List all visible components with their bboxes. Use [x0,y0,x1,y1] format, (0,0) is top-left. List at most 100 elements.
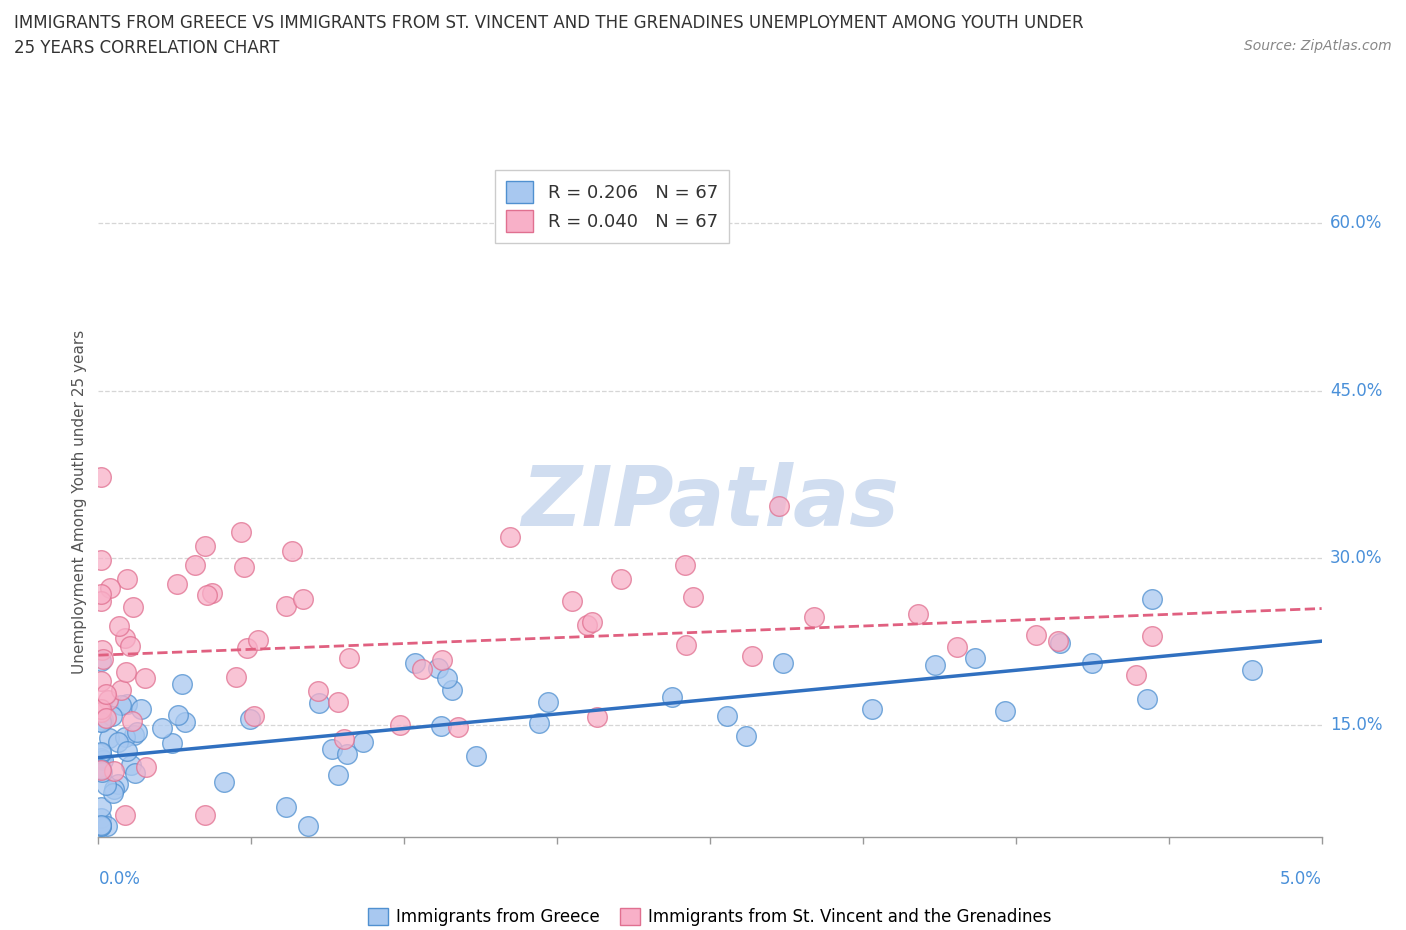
Point [94,687,117,702]
Point [537,695,560,710]
Point [101,786,124,801]
Point [1125,667,1147,682]
Point [529,716,551,731]
Point [768,499,790,514]
Point [212,775,235,790]
Text: IMMIGRANTS FROM GREECE VS IMMIGRANTS FROM ST. VINCENT AND THE GRENADINES UNEMPLO: IMMIGRANTS FROM GREECE VS IMMIGRANTS FRO… [14,14,1084,32]
Point [110,683,132,698]
Point [101,709,124,724]
Point [411,662,433,677]
Point [90,751,112,765]
Point [352,734,374,749]
Point [97,693,120,708]
Point [150,721,173,736]
Point [120,639,142,654]
Point [307,684,329,698]
Point [575,618,598,632]
Point [107,777,129,791]
Point [426,661,449,676]
Point [1049,635,1071,650]
Point [735,728,758,743]
Point [108,618,131,633]
Point [499,530,522,545]
Point [121,713,143,728]
Legend: R = 0.206   N = 67, R = 0.040   N = 67: R = 0.206 N = 67, R = 0.040 N = 67 [495,170,728,243]
Point [673,558,696,573]
Point [195,588,218,603]
Point [93,652,115,667]
Point [1140,629,1163,644]
Point [91,714,114,729]
Point [90,745,112,760]
Point [115,744,138,759]
Point [274,800,297,815]
Point [90,643,112,658]
Point [90,673,112,688]
Point [194,807,217,822]
Point [125,724,148,739]
Point [321,741,343,756]
Point [1140,591,1163,606]
Point [174,714,197,729]
Point [803,610,825,625]
Point [110,698,132,712]
Point [430,719,453,734]
Point [93,752,115,767]
Point [1080,656,1102,671]
Point [90,594,112,609]
Point [661,690,683,705]
Point [581,615,603,630]
Point [91,713,114,728]
Point [115,571,138,586]
Point [291,591,314,606]
Point [90,552,112,567]
Point [1047,634,1070,649]
Point [166,577,188,591]
Point [115,697,138,711]
Point [122,600,145,615]
Point [586,710,609,724]
Point [1240,662,1263,677]
Point [91,765,114,780]
Point [333,732,356,747]
Text: 25 YEARS CORRELATION CHART: 25 YEARS CORRELATION CHART [14,39,280,57]
Point [124,765,146,780]
Point [231,525,253,539]
Point [120,758,142,773]
Point [160,736,183,751]
Y-axis label: Unemployment Among Youth under 25 years: Unemployment Among Youth under 25 years [72,330,87,674]
Point [90,587,112,602]
Point [308,696,330,711]
Point [135,760,157,775]
Point [114,807,136,822]
Point [90,817,112,832]
Text: 15.0%: 15.0% [1330,716,1382,735]
Point [389,718,412,733]
Point [90,745,112,760]
Text: Source: ZipAtlas.com: Source: ZipAtlas.com [1244,39,1392,53]
Point [907,606,929,621]
Text: 45.0%: 45.0% [1330,381,1382,400]
Text: 30.0%: 30.0% [1330,549,1382,567]
Point [945,639,967,654]
Point [328,695,350,710]
Point [90,470,112,485]
Point [233,560,256,575]
Point [107,735,129,750]
Point [96,818,118,833]
Point [90,811,112,826]
Point [103,764,125,779]
Point [236,641,259,656]
Text: 60.0%: 60.0% [1330,214,1382,232]
Text: ZIPatlas: ZIPatlas [522,461,898,543]
Point [716,709,738,724]
Point [90,714,112,729]
Point [436,671,458,685]
Point [134,671,156,685]
Point [90,763,112,777]
Point [103,781,125,796]
Point [246,632,269,647]
Point [447,720,470,735]
Point [274,599,297,614]
Point [90,701,112,716]
